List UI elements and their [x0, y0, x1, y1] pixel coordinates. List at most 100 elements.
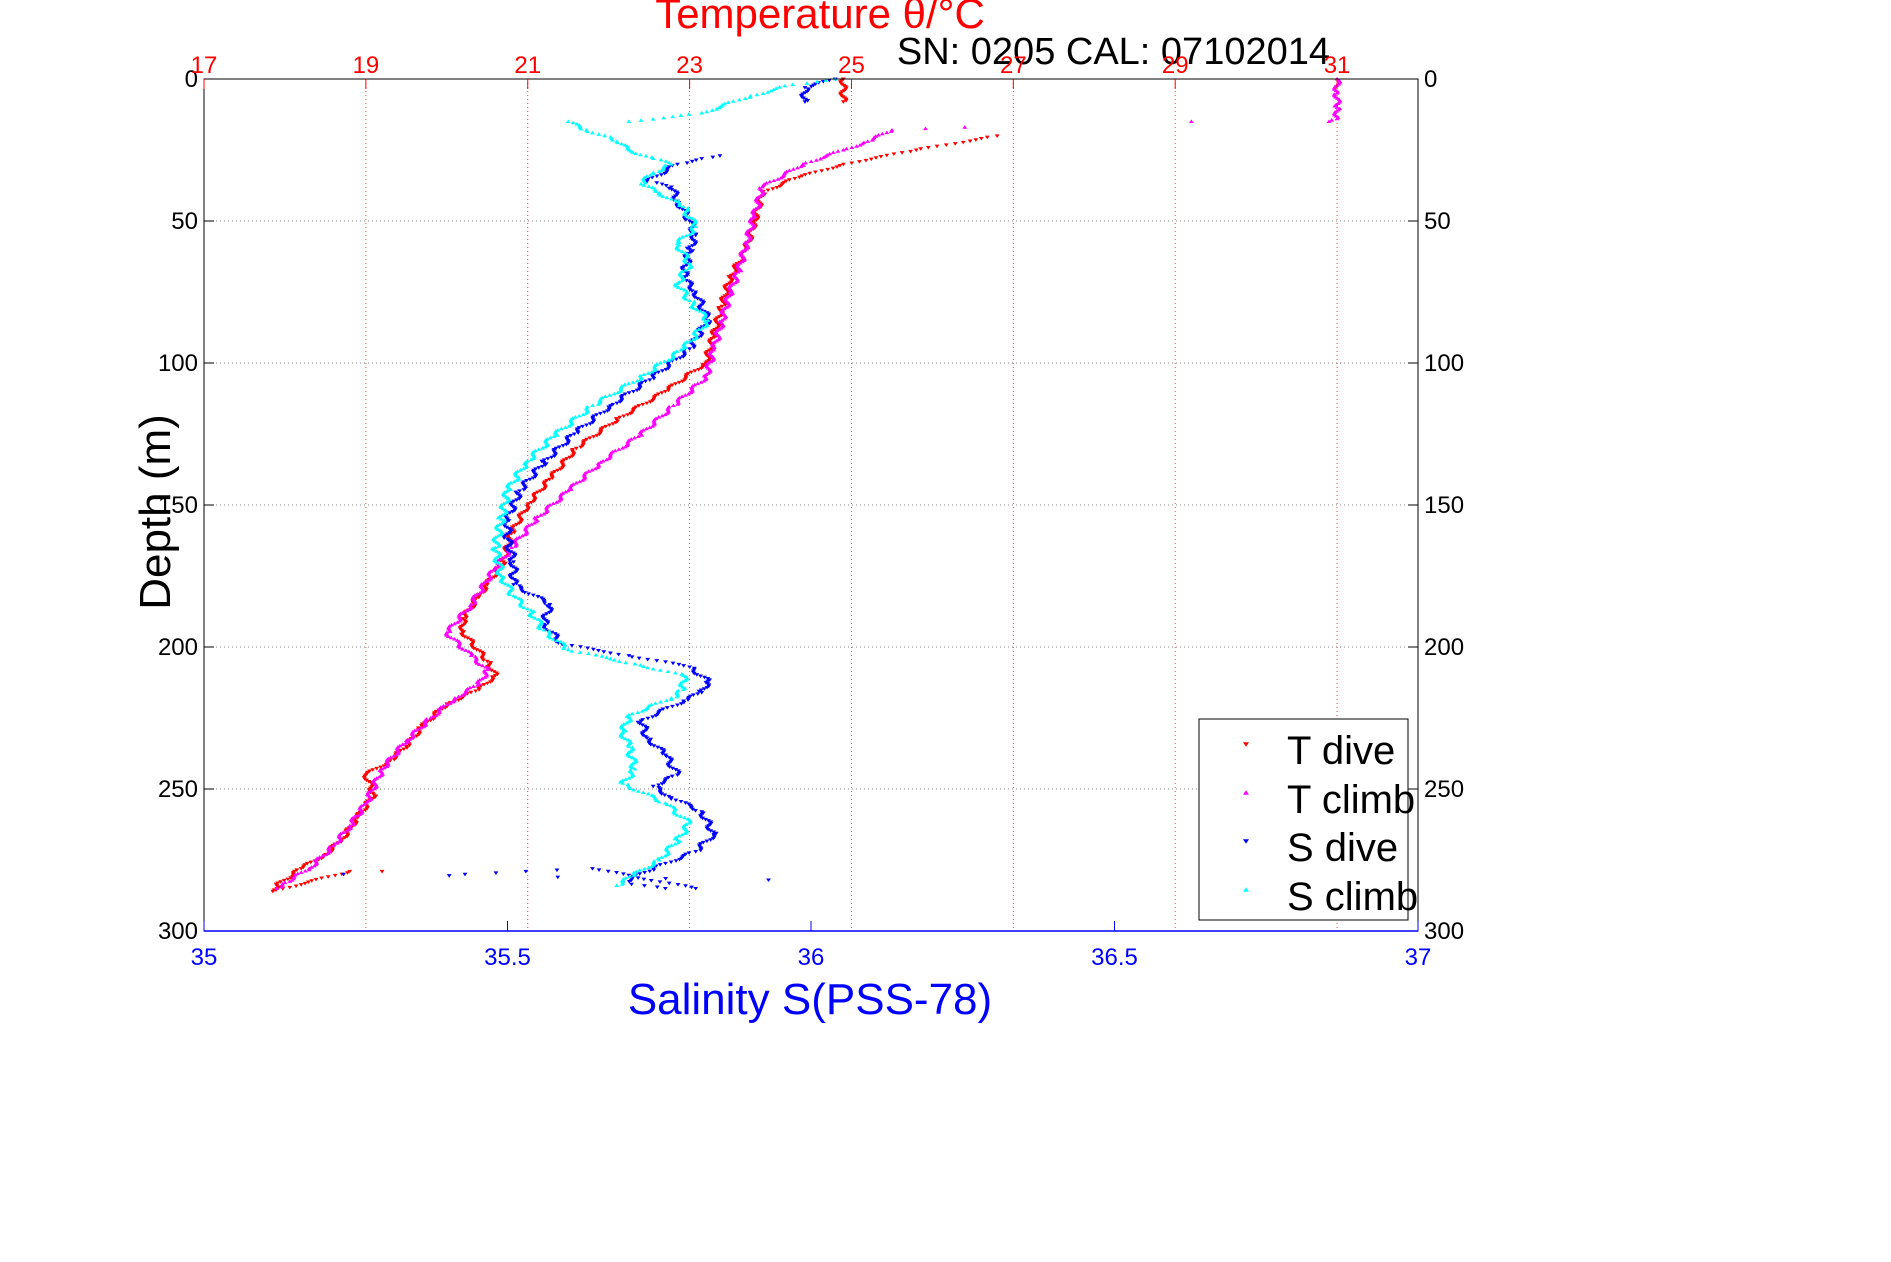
- y-tick-label-left: 300: [158, 918, 198, 945]
- data-point: [943, 143, 949, 147]
- data-point: [629, 755, 635, 760]
- data-point: [530, 593, 536, 598]
- data-point: [491, 548, 497, 552]
- data-point: [659, 391, 665, 395]
- data-point: [547, 477, 552, 482]
- data-point: [530, 476, 536, 481]
- data-point: [797, 175, 802, 180]
- chart-title: Temperature θ/°C: [655, 0, 985, 37]
- data-point: [800, 96, 806, 101]
- data-point: [630, 380, 636, 384]
- data-point: [681, 204, 686, 209]
- data-point: [711, 335, 717, 340]
- data-point: [635, 434, 641, 439]
- data-point: [674, 349, 680, 353]
- data-point: [654, 798, 659, 802]
- data-point: [973, 138, 979, 142]
- data-point: [802, 173, 808, 177]
- data-point: [698, 674, 703, 679]
- data-point: [317, 855, 323, 859]
- y-axis-label: Depth (m): [131, 414, 180, 610]
- data-point: [590, 403, 595, 408]
- data-point: [604, 457, 609, 462]
- data-point: [575, 431, 581, 435]
- data-point: [613, 420, 619, 425]
- data-point: [547, 610, 552, 615]
- data-point: [693, 224, 699, 229]
- data-point: [849, 161, 855, 166]
- data-point: [660, 194, 666, 198]
- data-point: [629, 655, 635, 659]
- data-point: [690, 216, 696, 221]
- data-point: [645, 716, 651, 721]
- data-point: [666, 358, 672, 362]
- data-point: [678, 814, 684, 818]
- data-point: [644, 174, 650, 178]
- data-point: [687, 247, 692, 252]
- data-point: [568, 433, 574, 438]
- data-point: [502, 554, 508, 559]
- data-point: [462, 872, 468, 877]
- data-point: [637, 868, 643, 872]
- data-point: [564, 457, 570, 461]
- data-point: [502, 581, 508, 586]
- data-point: [668, 803, 674, 808]
- data-point: [499, 556, 505, 560]
- data-point: [481, 580, 487, 585]
- data-point: [589, 130, 595, 135]
- data-point: [304, 861, 310, 866]
- data-point: [651, 377, 657, 381]
- data-point: [865, 139, 871, 143]
- data-point: [792, 176, 798, 181]
- data-point: [708, 829, 714, 833]
- data-point: [682, 678, 688, 683]
- data-point: [626, 391, 632, 395]
- data-points: [270, 76, 1343, 894]
- data-point: [683, 268, 688, 272]
- data-point: [647, 425, 653, 429]
- data-point: [511, 583, 516, 587]
- data-point: [1188, 119, 1194, 124]
- data-point: [683, 218, 689, 222]
- data-point: [554, 500, 559, 504]
- data-point: [573, 480, 579, 485]
- data-point: [520, 511, 525, 515]
- legend-label: T dive: [1287, 729, 1395, 773]
- data-point: [536, 466, 542, 470]
- data-point: [654, 885, 660, 890]
- data-point: [514, 581, 519, 586]
- legend-marker: [1243, 887, 1249, 892]
- data-point: [666, 881, 672, 886]
- legend-label: S climb: [1287, 875, 1418, 919]
- data-point: [1334, 105, 1340, 109]
- data-point: [675, 882, 681, 887]
- data-point: [464, 615, 469, 620]
- data-point: [689, 159, 695, 164]
- data-point: [750, 226, 755, 230]
- data-point: [685, 698, 691, 702]
- data-point: [529, 614, 535, 619]
- data-point: [599, 654, 605, 658]
- data-point: [610, 137, 615, 142]
- data-point: [629, 711, 635, 716]
- data-point: [699, 110, 705, 115]
- data-point: [934, 144, 940, 149]
- data-point: [615, 390, 621, 395]
- data-point: [635, 789, 641, 793]
- data-point: [777, 184, 783, 189]
- data-point: [700, 816, 706, 821]
- data-point: [563, 489, 568, 494]
- data-point: [364, 778, 369, 783]
- data-point: [663, 698, 669, 703]
- data-point: [282, 880, 288, 885]
- salinity-tick-label: 36.5: [1091, 944, 1138, 971]
- data-point: [628, 786, 634, 791]
- data-point: [555, 427, 561, 432]
- data-point: [683, 260, 689, 264]
- data-point: [573, 446, 579, 451]
- data-point: [844, 146, 849, 151]
- data-point: [415, 727, 421, 731]
- data-point: [285, 877, 291, 882]
- data-point: [617, 389, 623, 393]
- data-point: [565, 647, 571, 652]
